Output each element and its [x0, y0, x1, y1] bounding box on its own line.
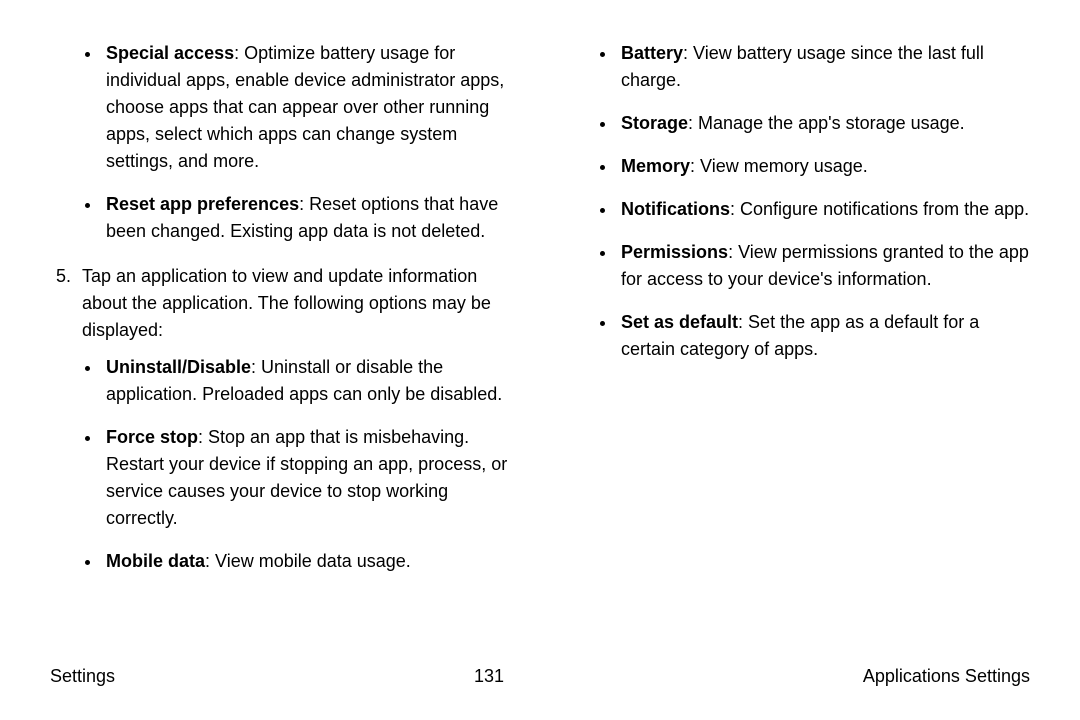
- step-5: Tap an application to view and update in…: [76, 263, 515, 344]
- term: Uninstall/Disable: [106, 357, 251, 377]
- term: Memory: [621, 156, 690, 176]
- list-item: Mobile data: View mobile data usage.: [102, 548, 515, 575]
- page: Special access: Optimize battery usage f…: [0, 0, 1080, 720]
- list-item: Special access: Optimize battery usage f…: [102, 40, 515, 175]
- term: Special access: [106, 43, 234, 63]
- term: Permissions: [621, 242, 728, 262]
- footer-right: Applications Settings: [863, 663, 1030, 690]
- desc: : Manage the app's storage usage.: [688, 113, 965, 133]
- step-bullet-list: Uninstall/Disable: Uninstall or disable …: [50, 354, 515, 575]
- left-column: Special access: Optimize battery usage f…: [50, 40, 515, 643]
- footer-left: Settings: [50, 663, 115, 690]
- term: Notifications: [621, 199, 730, 219]
- list-item: Memory: View memory usage.: [617, 153, 1030, 180]
- desc: : View memory usage.: [690, 156, 868, 176]
- list-item: Uninstall/Disable: Uninstall or disable …: [102, 354, 515, 408]
- term: Reset app preferences: [106, 194, 299, 214]
- top-bullet-list: Special access: Optimize battery usage f…: [50, 40, 515, 245]
- page-footer: Settings 131 Applications Settings: [50, 643, 1030, 690]
- term: Storage: [621, 113, 688, 133]
- list-item: Permissions: View permissions granted to…: [617, 239, 1030, 293]
- footer-page-number: 131: [474, 663, 504, 690]
- term: Mobile data: [106, 551, 205, 571]
- numbered-step-list: Tap an application to view and update in…: [50, 263, 515, 344]
- content-columns: Special access: Optimize battery usage f…: [50, 40, 1030, 643]
- list-item: Storage: Manage the app's storage usage.: [617, 110, 1030, 137]
- desc: : View mobile data usage.: [205, 551, 411, 571]
- desc: : Configure notifications from the app.: [730, 199, 1029, 219]
- term: Force stop: [106, 427, 198, 447]
- term: Battery: [621, 43, 683, 63]
- right-bullet-list: Battery: View battery usage since the la…: [565, 40, 1030, 363]
- right-column: Battery: View battery usage since the la…: [565, 40, 1030, 643]
- list-item: Force stop: Stop an app that is misbehav…: [102, 424, 515, 532]
- list-item: Reset app preferences: Reset options tha…: [102, 191, 515, 245]
- list-item: Notifications: Configure notifications f…: [617, 196, 1030, 223]
- term: Set as default: [621, 312, 738, 332]
- list-item: Battery: View battery usage since the la…: [617, 40, 1030, 94]
- step-text: Tap an application to view and update in…: [82, 266, 491, 340]
- list-item: Set as default: Set the app as a default…: [617, 309, 1030, 363]
